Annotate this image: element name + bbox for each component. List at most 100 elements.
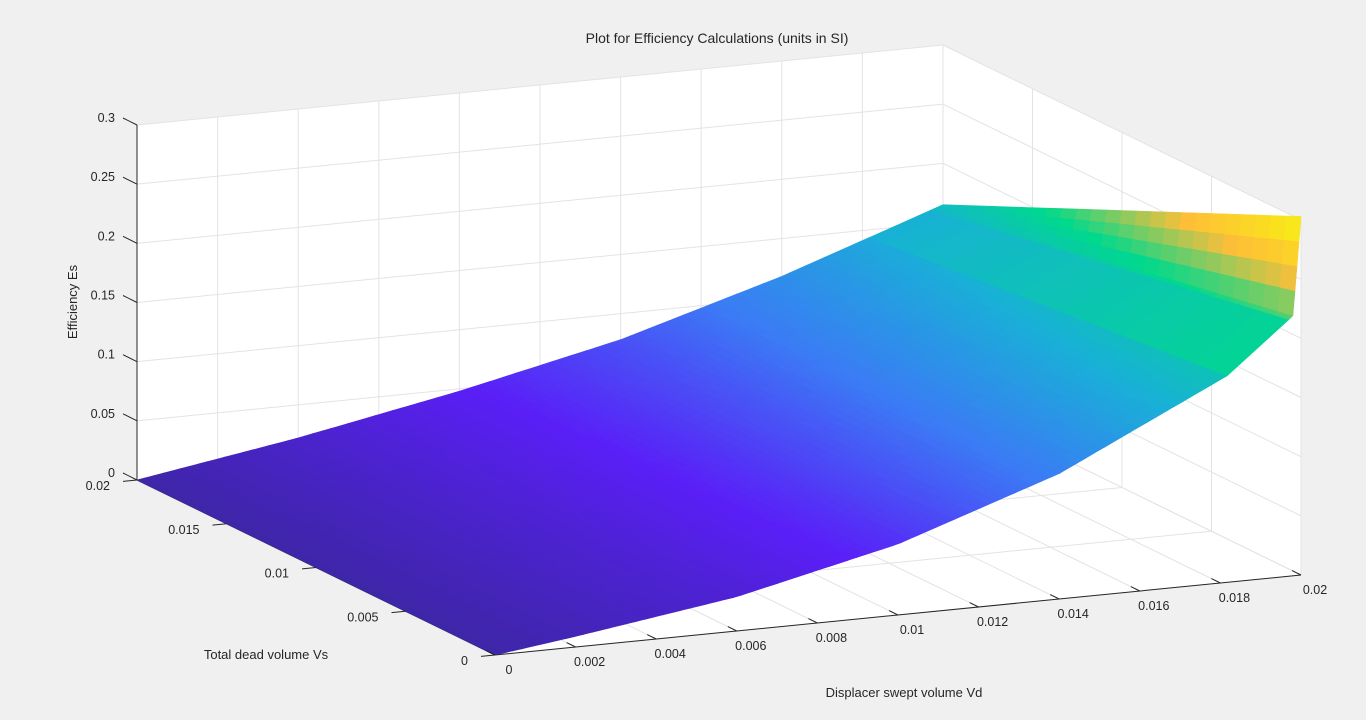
surface-patch [1218,273,1236,298]
surface-patch [1253,214,1272,239]
surface-patch [1074,208,1093,221]
surface-patch [1205,250,1223,274]
tick-mark [969,602,979,608]
surface-patch [1234,255,1253,281]
tick-mark [646,634,657,640]
y-tick-label: 0.01 [265,567,289,581]
z-tick-label: 0.2 [98,229,115,243]
tick-mark [1211,578,1221,584]
x-tick-label: 0 [506,663,513,677]
surface-patch [1177,229,1195,249]
surface-patch [1262,283,1281,312]
surface-patch [1264,260,1283,288]
surface-patch [1251,236,1270,262]
x-axis-label: Displacer swept volume Vd [826,685,983,700]
surface-patch [1236,234,1255,259]
surface-patch [1249,258,1268,285]
surface-patch [1087,220,1106,235]
surface-patch [1190,248,1208,271]
surface-patch [1117,223,1136,240]
y-tick-label: 0.005 [347,610,378,624]
tick-mark [122,413,138,422]
x-tick-label: 0.004 [655,647,686,661]
axis-ticks: 0 0.002 0.004 0.006 0.008 0.01 0.012 0.014 0.016… [86,111,1328,677]
surface-patch [1220,253,1238,278]
surface-patch [1283,215,1302,242]
tick-mark [480,654,496,657]
tick-mark [808,618,818,624]
z-axis-label: Efficiency Es [65,264,80,339]
surface-patch [1132,224,1151,242]
grid-line [136,222,944,303]
x-tick-label: 0.012 [977,615,1008,629]
x-tick-label: 0.016 [1138,599,1169,613]
tick-mark [485,650,496,656]
x-tick-label: 0.008 [816,631,847,645]
x-tick-label: 0.02 [1303,583,1327,597]
x-tick-label: 0.01 [900,623,924,637]
surface-patch [1164,211,1183,230]
surface-patch [1281,239,1300,267]
surface-patch [1207,231,1225,254]
surface-patch [1238,214,1257,238]
efficiency-surface [136,204,1302,656]
surface-patch [1175,245,1193,267]
surface-patch [1192,230,1210,252]
tick-mark [727,626,738,632]
surface-patch [1104,209,1123,224]
y-tick-label: 0.02 [86,479,110,493]
surface-patch [1162,227,1181,247]
z-tick-label: 0.25 [91,170,115,184]
tick-mark [212,523,227,526]
surface-patch [1030,207,1048,217]
chart-title: Plot for Efficiency Calculations (units … [586,30,849,46]
surface-patch [1268,215,1287,241]
surface-patch [1134,210,1153,227]
tick-mark [1130,586,1141,592]
x-tick-label: 0.014 [1058,607,1089,621]
surface-patch [1203,269,1221,294]
surface-patch [1119,210,1138,226]
y-tick-label: 0.015 [168,523,199,537]
x-tick-label: 0.002 [574,655,605,669]
tick-mark [122,472,138,481]
grid-line [136,162,944,244]
y-tick-label: 0 [461,654,468,668]
surface-patch [1279,263,1298,292]
surface-patch [1149,211,1168,229]
tick-mark [888,610,899,616]
z-tick-label: 0.3 [98,111,115,125]
surface-patch [1015,206,1033,215]
grid-line [136,44,944,126]
z-tick-label: 0 [108,466,115,480]
surface-patch [1089,209,1108,223]
surface-patch [1247,279,1266,307]
surface-patch [1160,243,1178,264]
surface-patch [1059,208,1078,220]
tick-mark [122,235,138,244]
tick-mark [1291,570,1302,576]
tick-mark [122,354,138,363]
grid-line [942,44,1302,221]
surface-patch [1145,240,1164,260]
tick-mark [122,479,138,482]
surface-patch [1000,206,1019,214]
surface-patch [1194,212,1212,233]
surface-patch [1266,237,1285,264]
tick-mark [301,567,317,570]
surface-patch [1045,207,1063,218]
surface-patch [1179,212,1197,232]
x-tick-label: 0.006 [735,639,766,653]
tick-mark [566,642,576,648]
surface-patch [1209,213,1227,235]
tick-mark [122,176,138,185]
surface-patch [1232,276,1251,303]
x-tick-label: 0.018 [1219,591,1250,605]
y-axis-label: Total dead volume Vs [204,647,329,662]
surface-patch [1072,218,1091,232]
surface-patch [1224,213,1242,236]
grid-line [136,103,944,185]
z-tick-label: 0.1 [98,348,115,362]
z-tick-label: 0.05 [91,407,115,421]
